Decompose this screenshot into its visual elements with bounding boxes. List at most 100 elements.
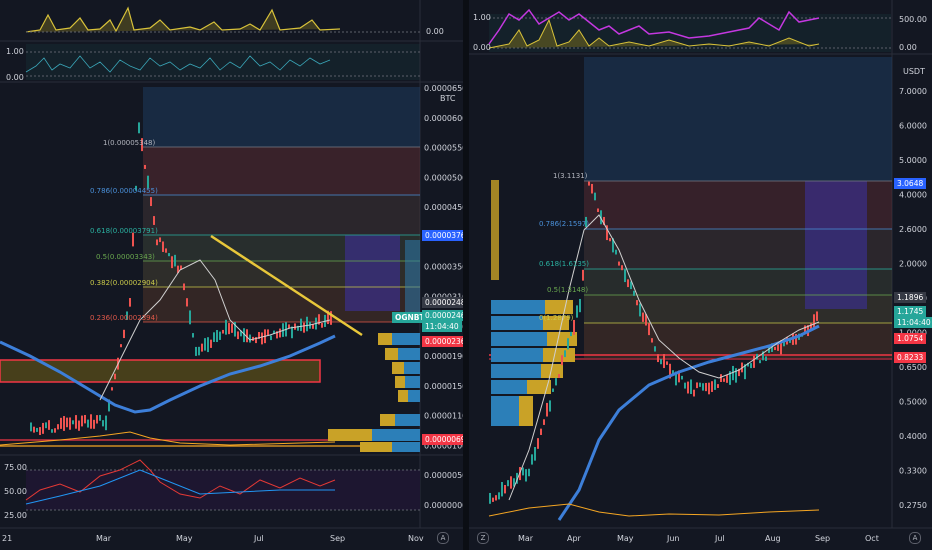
candle [816, 311, 818, 321]
candle [303, 322, 305, 333]
demand-zone [0, 359, 321, 383]
right-time-label-jun: Jun [666, 534, 680, 543]
candle [804, 325, 806, 333]
candle [783, 341, 785, 347]
right-chart-canvas[interactable]: 1(3.1131) 0.786(2.1597) 0.618(1.6135) 0.… [469, 0, 932, 550]
right-ind-label-0: 0.00 [473, 43, 491, 52]
left-last-price-tag: 0.00002463 [422, 310, 463, 321]
candle [756, 353, 758, 360]
candle [75, 415, 77, 429]
candle [102, 420, 104, 427]
candle [654, 346, 656, 352]
candle [195, 346, 197, 356]
candle [666, 361, 668, 365]
candle [603, 216, 605, 226]
right-log-scale-button[interactable]: Z [477, 532, 489, 544]
left-price-label: 0.00001900 [424, 352, 463, 361]
fib-label-0236: 0.236(0.00002394) [90, 314, 158, 322]
candle [588, 181, 590, 186]
candle [318, 314, 320, 325]
candle [57, 424, 59, 430]
candle [615, 249, 617, 255]
right-chart-pane[interactable]: 1(3.1131) 0.786(2.1597) 0.618(1.6135) 0.… [469, 0, 932, 550]
candle [267, 329, 269, 336]
left-price-label: 0.00004500 [424, 203, 463, 212]
left-price-label: 0.00000000 [424, 501, 463, 510]
right-price-label: 0.3300 [899, 467, 927, 476]
candle [552, 388, 554, 392]
candle [162, 241, 164, 252]
candle [327, 310, 329, 325]
candle [693, 389, 695, 397]
candle [669, 363, 671, 379]
left-fib-top-tag: 0.00003767 [422, 230, 463, 241]
downtrend-line[interactable] [210, 234, 363, 337]
candle [87, 419, 89, 428]
candle [183, 283, 185, 291]
fib-label-0618: 0.618(0.00003791) [90, 227, 158, 235]
candle [78, 420, 80, 431]
right-time-label-mar: Mar [518, 534, 534, 543]
candle [129, 298, 131, 307]
pane-divider[interactable] [463, 0, 469, 550]
left-level-tag: 0.00002483 [422, 297, 463, 308]
right-price-label: 6.0000 [899, 122, 927, 131]
right-countdown-tag: 11:04:40 [894, 317, 932, 328]
candle [216, 330, 218, 343]
candle [507, 480, 509, 487]
candle [159, 237, 161, 243]
candle [810, 323, 812, 331]
right-price-label: 7.0000 [899, 87, 927, 96]
candle [558, 374, 560, 378]
left-auto-scale-button[interactable]: A [437, 532, 449, 544]
candle [567, 338, 569, 350]
candle [564, 350, 566, 358]
candle [681, 375, 683, 380]
candle [765, 356, 767, 361]
candle [192, 333, 194, 338]
right-ind-label-r0: 0.00 [899, 43, 917, 52]
right-time-label-jul: Jul [714, 534, 725, 543]
candle [678, 370, 680, 383]
candle [672, 370, 674, 375]
candle [621, 265, 623, 271]
candle [657, 354, 659, 363]
candle [549, 400, 551, 412]
left-price-label: 0.00006500 [424, 84, 463, 93]
candle [135, 185, 137, 191]
candle [687, 381, 689, 394]
left-rsi-label-75: 75.00 [4, 463, 27, 472]
candle [165, 248, 167, 253]
candle [141, 138, 143, 152]
left-chart-pane[interactable]: 0.00006500 0.00006000 0.00005500 0.00005000… [0, 0, 463, 550]
candle [246, 329, 248, 343]
candle [225, 319, 227, 335]
candle [306, 316, 308, 332]
candle [321, 323, 323, 328]
candle [771, 343, 773, 352]
left-chart-canvas[interactable]: 0.00006500 0.00006000 0.00005500 0.00005000… [0, 0, 463, 550]
candle [63, 416, 65, 431]
candle [294, 323, 296, 330]
candle [606, 225, 608, 241]
right-price-label: 2.0000 [899, 260, 927, 269]
left-price-label: 0.00001100 [424, 412, 463, 421]
candle [705, 382, 707, 392]
right-fib-label-0: 0(1.2879) [539, 314, 574, 322]
candle [51, 429, 53, 433]
candle [543, 419, 545, 425]
candle [762, 351, 764, 361]
right-fib-label-0618: 0.618(1.6135) [539, 260, 589, 268]
candle [633, 290, 635, 296]
right-level2-tag: 1.0754 [894, 333, 927, 344]
left-price-label: 0.00005000 [424, 173, 463, 182]
candle [177, 265, 179, 273]
candle [189, 310, 191, 325]
candle [144, 164, 146, 169]
candle [753, 355, 755, 368]
right-auto-scale-button[interactable]: A [909, 532, 921, 544]
candle [237, 331, 239, 340]
candle [111, 387, 113, 391]
candle [732, 365, 734, 381]
candle [150, 197, 152, 207]
